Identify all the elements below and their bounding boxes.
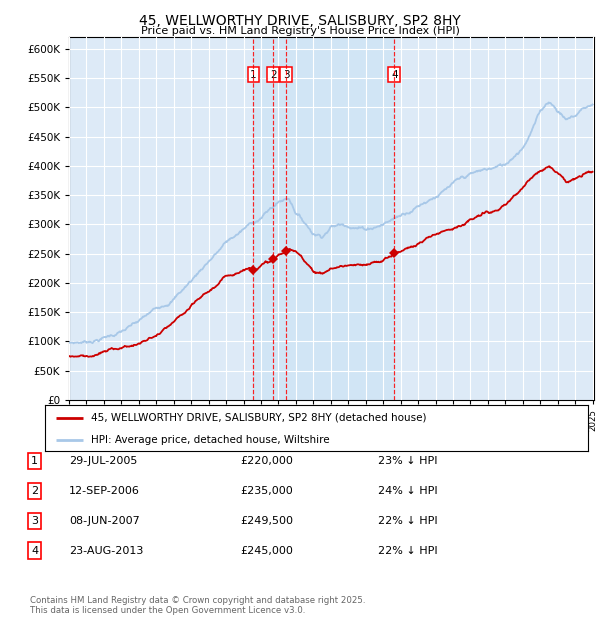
Text: 24% ↓ HPI: 24% ↓ HPI bbox=[378, 486, 437, 496]
Text: £249,500: £249,500 bbox=[240, 516, 293, 526]
Text: Price paid vs. HM Land Registry's House Price Index (HPI): Price paid vs. HM Land Registry's House … bbox=[140, 26, 460, 36]
Text: 4: 4 bbox=[31, 546, 38, 556]
Text: 23-AUG-2013: 23-AUG-2013 bbox=[69, 546, 143, 556]
Text: 3: 3 bbox=[31, 516, 38, 526]
Text: £220,000: £220,000 bbox=[240, 456, 293, 466]
Text: 1: 1 bbox=[31, 456, 38, 466]
Text: HPI: Average price, detached house, Wiltshire: HPI: Average price, detached house, Wilt… bbox=[91, 435, 330, 445]
Text: £235,000: £235,000 bbox=[240, 486, 293, 496]
Bar bbox=[253, 37, 394, 400]
Text: 2: 2 bbox=[270, 69, 277, 79]
Text: 1: 1 bbox=[250, 69, 257, 79]
Text: 3: 3 bbox=[283, 69, 289, 79]
Text: 29-JUL-2005: 29-JUL-2005 bbox=[69, 456, 137, 466]
Text: 23% ↓ HPI: 23% ↓ HPI bbox=[378, 456, 437, 466]
Text: 45, WELLWORTHY DRIVE, SALISBURY, SP2 8HY: 45, WELLWORTHY DRIVE, SALISBURY, SP2 8HY bbox=[139, 14, 461, 28]
Text: 22% ↓ HPI: 22% ↓ HPI bbox=[378, 516, 437, 526]
Text: 12-SEP-2006: 12-SEP-2006 bbox=[69, 486, 140, 496]
Text: Contains HM Land Registry data © Crown copyright and database right 2025.
This d: Contains HM Land Registry data © Crown c… bbox=[30, 596, 365, 615]
Text: £245,000: £245,000 bbox=[240, 546, 293, 556]
Text: 22% ↓ HPI: 22% ↓ HPI bbox=[378, 546, 437, 556]
Text: 2: 2 bbox=[31, 486, 38, 496]
Text: 08-JUN-2007: 08-JUN-2007 bbox=[69, 516, 140, 526]
Text: 45, WELLWORTHY DRIVE, SALISBURY, SP2 8HY (detached house): 45, WELLWORTHY DRIVE, SALISBURY, SP2 8HY… bbox=[91, 413, 427, 423]
Text: 4: 4 bbox=[391, 69, 398, 79]
